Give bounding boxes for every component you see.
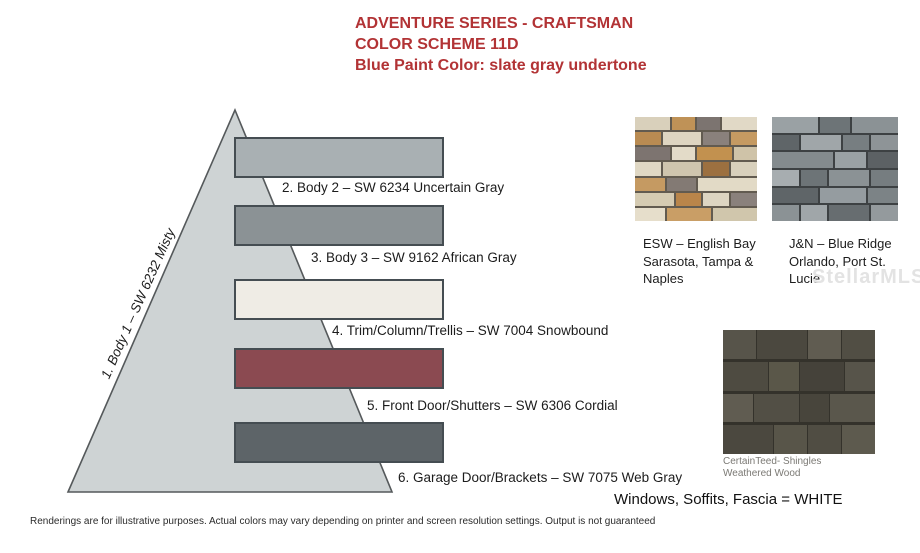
shingles-sample-image	[723, 330, 875, 454]
title-line-paint-note: Blue Paint Color: slate gray undertone	[355, 57, 647, 74]
swatch-bar-garage-door	[234, 422, 444, 463]
swatch-bar-body3	[234, 205, 444, 246]
swatch-label-garage-door: 6. Garage Door/Brackets – SW 7075 Web Gr…	[398, 470, 683, 485]
swatch-bar-front-door	[234, 348, 444, 389]
title-line-scheme: COLOR SCHEME 11D	[355, 36, 519, 53]
swatch-label-trim: 4. Trim/Column/Trellis – SW 7004 Snowbou…	[332, 323, 609, 338]
stone-sample-blue-ridge-image	[772, 117, 898, 221]
swatch-label-front-door: 5. Front Door/Shutters – SW 6306 Cordial	[367, 398, 618, 413]
shingles-caption: CertainTeed- Shingles Weathered Wood	[723, 456, 822, 479]
swatch-bar-body2	[234, 137, 444, 178]
stone-caption-english-bay: ESW – English Bay Sarasota, Tampa & Napl…	[643, 236, 756, 286]
swatch-bar-trim	[234, 279, 444, 320]
stellar-mls-watermark: StellarMLS	[812, 266, 920, 288]
page-title: ADVENTURE SERIES - CRAFTSMAN COLOR SCHEM…	[355, 13, 647, 76]
disclaimer-text: Renderings are for illustrative purposes…	[30, 516, 656, 527]
swatch-label-body2: 2. Body 2 – SW 6234 Uncertain Gray	[282, 180, 505, 195]
stone-caption-blue-ridge: J&N – Blue Ridge Orlando, Port St. Lucie	[789, 236, 892, 286]
stone-sample-english-bay-image	[635, 117, 757, 221]
title-line-series: ADVENTURE SERIES - CRAFTSMAN	[355, 15, 634, 32]
swatch-label-body3: 3. Body 3 – SW 9162 African Gray	[311, 250, 517, 265]
windows-soffits-note: Windows, Soffits, Fascia = WHITE	[614, 491, 843, 508]
